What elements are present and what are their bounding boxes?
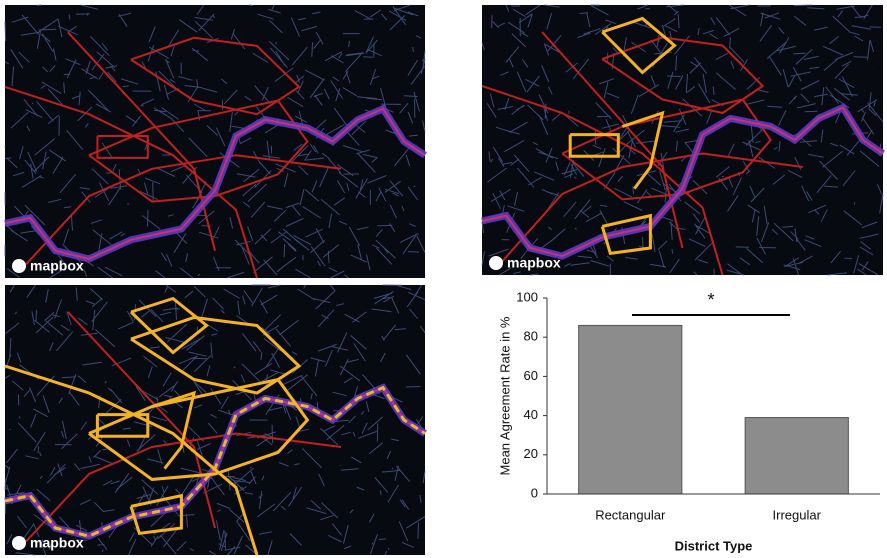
map-background bbox=[5, 285, 425, 555]
x-tick-label: Rectangular bbox=[595, 507, 666, 522]
map-panel: mapbox bbox=[5, 5, 425, 278]
map-panel: mapbox bbox=[482, 5, 883, 275]
y-axis-title: Mean Agreement Rate in % bbox=[497, 316, 512, 475]
bar bbox=[579, 325, 682, 494]
logo-icon bbox=[12, 259, 26, 273]
y-tick-label: 80 bbox=[524, 329, 538, 344]
logo-text: mapbox bbox=[30, 258, 84, 274]
y-tick-label: 0 bbox=[531, 485, 538, 500]
y-tick-label: 40 bbox=[524, 407, 538, 422]
map-panel: mapbox bbox=[5, 285, 425, 555]
logo-text: mapbox bbox=[507, 255, 561, 271]
y-tick-label: 100 bbox=[516, 289, 538, 304]
page: mapbox mapbox mapbox 0 20 40 60 80 100 Rectangula… bbox=[0, 0, 887, 558]
map-background bbox=[482, 5, 883, 275]
logo-icon bbox=[489, 256, 503, 270]
x-axis-title: District Type bbox=[675, 538, 753, 553]
y-tick-label: 60 bbox=[524, 368, 538, 383]
y-tick-label: 20 bbox=[524, 446, 538, 461]
logo-icon bbox=[12, 536, 26, 550]
significance-marker: * bbox=[707, 290, 714, 310]
x-tick-label: Irregular bbox=[773, 507, 822, 522]
bar bbox=[745, 418, 848, 494]
logo-text: mapbox bbox=[30, 535, 84, 551]
figure: mapbox mapbox mapbox 0 20 40 60 80 100 Rectangula… bbox=[0, 0, 887, 558]
